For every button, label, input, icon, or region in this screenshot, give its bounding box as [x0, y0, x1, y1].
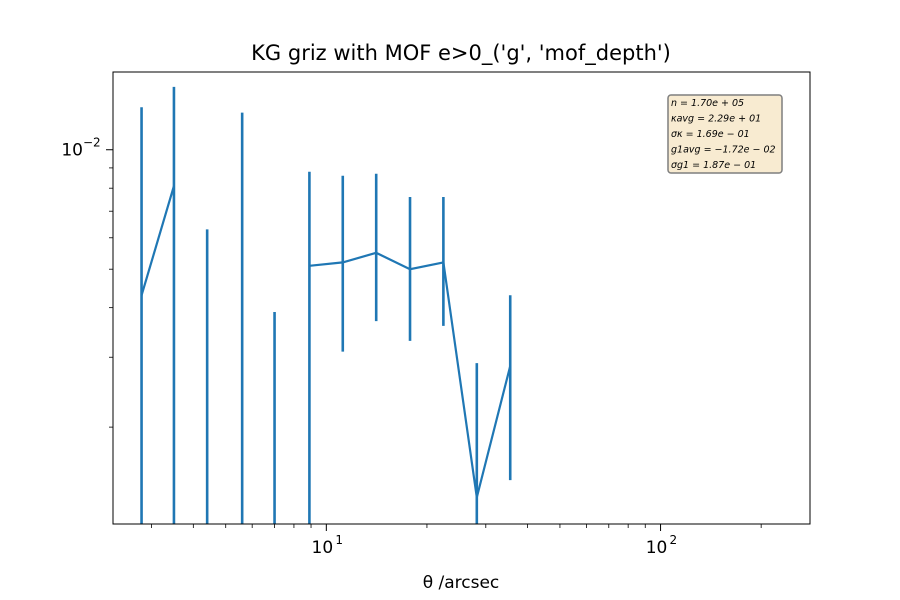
x-tick-label: 10 [646, 538, 668, 558]
x-tick-label: 10 [312, 538, 334, 558]
y-tick-exponent: −2 [83, 136, 101, 150]
x-tick-exponent: 1 [335, 533, 343, 547]
axis-ticks: 10 1 10 210 −2 [61, 136, 762, 558]
stats-box: n = 1.70e + 05 κavg = 2.29e + 01 σκ = 1.69… [667, 94, 783, 174]
plot-frame [112, 71, 811, 525]
stats-box-frame [667, 94, 783, 174]
plot-marks [140, 86, 512, 524]
x-axis-label: θ /arcsec [423, 573, 500, 593]
x-tick-exponent: 2 [670, 533, 678, 547]
y-tick-label: 10 [61, 141, 83, 161]
stats-box-entry: σκ = 1.69e − 01 [671, 129, 750, 140]
stats-box-entry: κavg = 2.29e + 01 [671, 114, 761, 125]
chart-title: KG griz with MOF e>0_('g', 'mof_depth') [251, 41, 671, 66]
stats-box-entry: n = 1.70e + 05 [671, 98, 744, 109]
stats-box-entry: σg1 = 1.87e − 01 [671, 160, 756, 171]
series-line [140, 185, 175, 296]
stats-box-entry: g1avg = −1.72e − 02 [671, 145, 776, 156]
